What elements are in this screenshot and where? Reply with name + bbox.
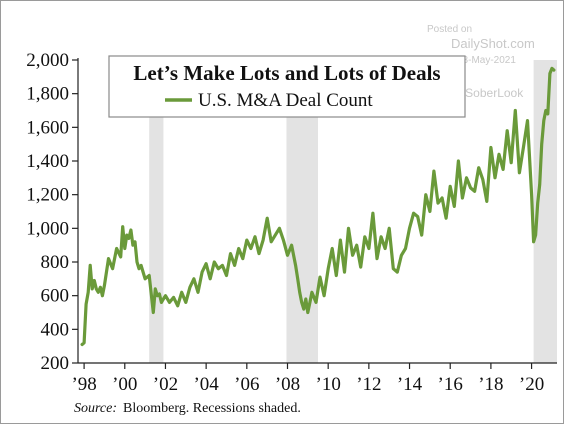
y-ticks: 200 400 600 800 1,000 1,200 1,400 1,600 1,800 2,0… — [26, 50, 78, 374]
x-tick-label: ’20 — [519, 374, 544, 395]
y-tick-label: 1,800 — [26, 84, 69, 105]
source-label: Source: — [74, 401, 117, 416]
source-note: Source: Bloomberg. Recessions shaded. — [74, 401, 301, 416]
legend-label: U.S. M&A Deal Count — [198, 90, 373, 111]
x-tick-label: ’06 — [234, 374, 259, 395]
watermark-posted-on: Posted on — [427, 24, 472, 35]
y-tick-label: 200 — [41, 353, 70, 374]
recession-band-0 — [149, 60, 164, 363]
y-tick-label: 1,200 — [26, 185, 69, 206]
x-tick-label: ’14 — [397, 374, 423, 395]
recession-bands — [149, 60, 557, 363]
x-tick-label: ’10 — [316, 374, 341, 395]
chart-title: Let’s Make Lots and Lots of Deals — [133, 61, 440, 85]
y-tick-label: 1,600 — [26, 117, 69, 138]
x-tick-label: ’18 — [478, 374, 503, 395]
x-tick-label: ’02 — [153, 374, 178, 395]
x-tick-label: ’16 — [438, 374, 463, 395]
watermark-handle: @SoberLook — [453, 86, 524, 100]
x-tick-label: ’08 — [275, 374, 300, 395]
x-tick-label: ’12 — [356, 374, 381, 395]
source-text: Bloomberg. Recessions shaded. — [123, 401, 301, 416]
watermark: Posted on DailyShot.com 03-May-2021 @Sob… — [427, 24, 535, 100]
watermark-date: 03-May-2021 — [457, 55, 516, 66]
y-tick-label: 600 — [41, 286, 70, 307]
recession-band-2 — [533, 60, 557, 363]
y-tick-label: 1,400 — [26, 151, 69, 172]
y-tick-label: 2,000 — [26, 50, 69, 71]
y-tick-label: 1,000 — [26, 218, 69, 239]
series-line-deal-count — [80, 66, 556, 347]
y-tick-label: 400 — [41, 319, 70, 340]
watermark-site: DailyShot.com — [451, 36, 535, 51]
title-legend-box: Let’s Make Lots and Lots of Deals U.S. M… — [108, 55, 466, 118]
x-tick-label: ’04 — [193, 374, 219, 395]
x-tick-label: ’00 — [112, 374, 137, 395]
y-tick-label: 800 — [41, 252, 70, 273]
x-tick-label: ’98 — [71, 374, 96, 395]
x-ticks: ’98 ’00 ’02 ’04 ’06 ’08 ’10 ’12 ’14 ’16 ’18 ’20 — [71, 363, 544, 395]
